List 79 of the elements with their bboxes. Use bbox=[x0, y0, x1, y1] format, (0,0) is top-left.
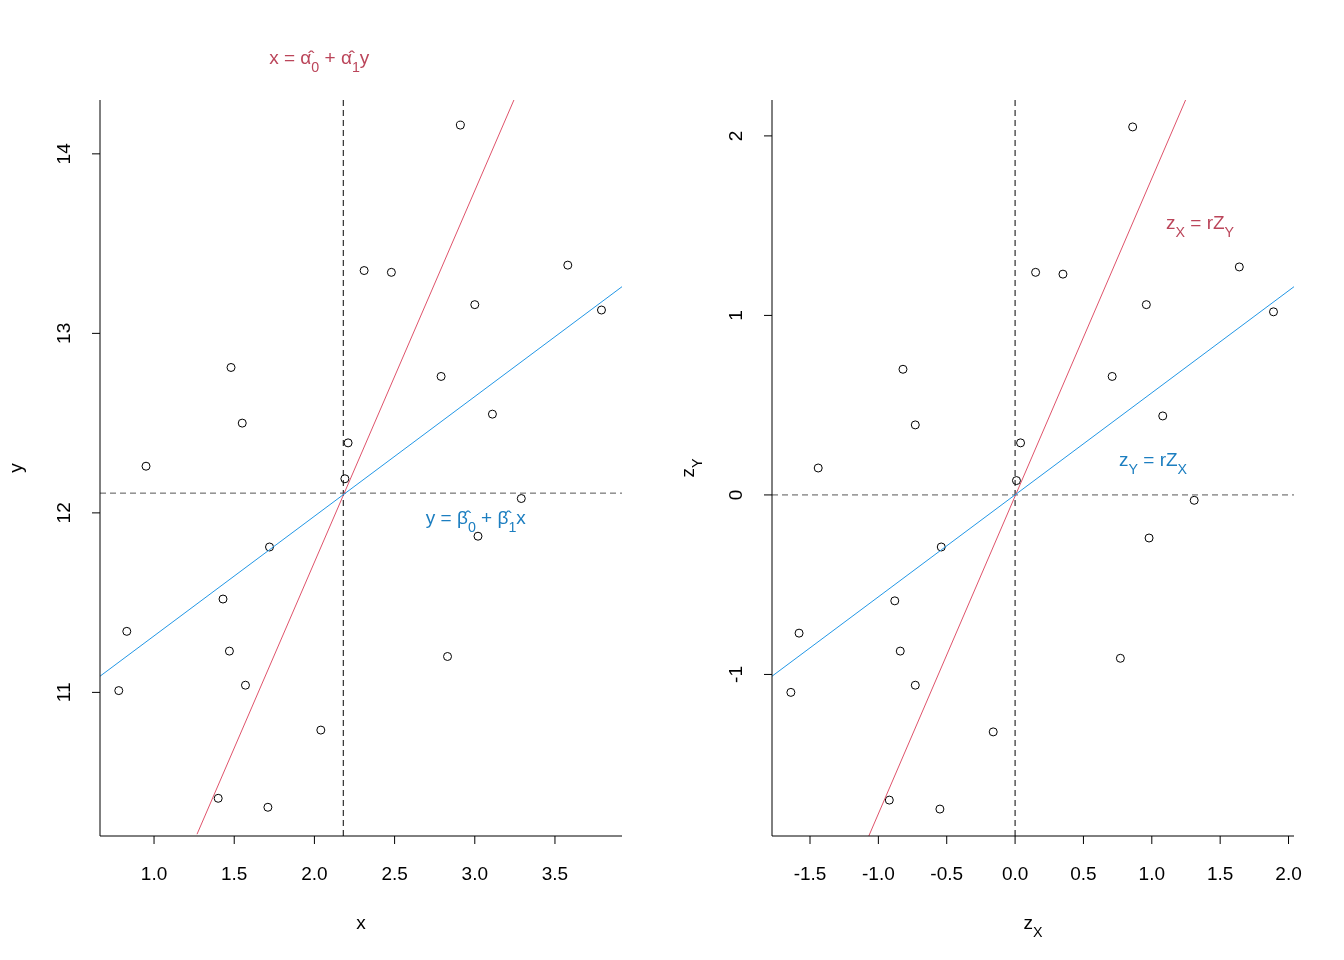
point bbox=[1128, 122, 1138, 132]
point bbox=[1189, 495, 1199, 505]
point bbox=[1058, 269, 1068, 279]
point bbox=[794, 628, 804, 638]
point bbox=[813, 463, 823, 473]
point bbox=[443, 651, 453, 661]
point bbox=[910, 680, 920, 690]
x-tick-label: 1.5 bbox=[1206, 863, 1234, 884]
x-tick-label: 3.5 bbox=[541, 863, 569, 884]
annotation: y = β̂$_{0}$ + β̂$_{1}$x bbox=[425, 507, 527, 535]
point bbox=[240, 680, 250, 690]
point bbox=[1144, 533, 1154, 543]
point bbox=[343, 438, 353, 448]
point bbox=[786, 687, 796, 697]
point bbox=[141, 461, 151, 471]
point bbox=[910, 420, 920, 430]
x-tick-label: 1.5 bbox=[221, 863, 248, 884]
annotation: z$_{X}$ = rZ$_{Y}$ bbox=[1165, 212, 1235, 240]
point bbox=[316, 725, 326, 735]
point bbox=[470, 300, 480, 310]
point bbox=[386, 267, 396, 277]
x-axis-title: z$_{X}$ bbox=[1023, 912, 1043, 940]
point bbox=[936, 542, 946, 552]
y-tick-label: 11 bbox=[53, 682, 74, 703]
point bbox=[226, 362, 236, 372]
x-tick-label: 0.5 bbox=[1070, 863, 1097, 884]
point bbox=[890, 596, 900, 606]
y-tick-label: 13 bbox=[53, 322, 74, 344]
y-tick-label: 12 bbox=[53, 502, 74, 524]
point bbox=[213, 793, 223, 803]
x-tick-label: 0.0 bbox=[1001, 863, 1029, 884]
x-tick-label: 2.0 bbox=[1275, 863, 1302, 884]
x-axis-title: x bbox=[356, 912, 367, 933]
point bbox=[1115, 653, 1125, 663]
point bbox=[359, 266, 369, 276]
point bbox=[114, 686, 124, 696]
x-tick-label: -0.5 bbox=[930, 863, 964, 884]
point bbox=[436, 371, 446, 381]
point bbox=[988, 727, 998, 737]
point bbox=[1234, 262, 1244, 272]
point bbox=[1031, 267, 1041, 277]
point bbox=[935, 804, 945, 814]
point bbox=[473, 531, 483, 541]
point bbox=[122, 626, 132, 636]
point bbox=[224, 646, 234, 656]
y-tick-label: 0 bbox=[725, 489, 746, 501]
x-tick-label: -1.5 bbox=[793, 863, 827, 884]
point bbox=[1011, 476, 1021, 486]
text: x = α̂$_{0}$ + α̂$_{1}$y bbox=[269, 47, 370, 75]
y-tick-label: 2 bbox=[725, 130, 746, 142]
point bbox=[1158, 411, 1168, 421]
x-tick-label: -1.0 bbox=[861, 863, 895, 884]
point bbox=[895, 646, 905, 656]
y-axis-title: y bbox=[5, 462, 26, 473]
point bbox=[596, 305, 606, 315]
annotation: z$_{Y}$ = rZ$_{X}$ bbox=[1119, 449, 1188, 477]
point bbox=[884, 795, 894, 805]
y-tick-label: 14 bbox=[53, 142, 74, 165]
point bbox=[1016, 438, 1026, 448]
point bbox=[1268, 307, 1278, 317]
point bbox=[1141, 300, 1151, 310]
point bbox=[218, 594, 228, 604]
point bbox=[516, 494, 526, 504]
point bbox=[340, 474, 350, 484]
point bbox=[263, 802, 273, 812]
point bbox=[237, 418, 247, 428]
x-tick-label: 2.5 bbox=[381, 863, 408, 884]
y-tick-label: -1 bbox=[725, 665, 746, 683]
point bbox=[1107, 371, 1117, 381]
point bbox=[487, 409, 497, 419]
point bbox=[455, 120, 465, 130]
point bbox=[898, 364, 908, 374]
point bbox=[563, 260, 573, 270]
x-tick-label: 3.0 bbox=[461, 863, 488, 884]
x-tick-label: 1.0 bbox=[1138, 863, 1166, 884]
x-tick-label: 2.0 bbox=[301, 863, 328, 884]
point bbox=[265, 542, 275, 552]
x-tick-label: 1.0 bbox=[140, 863, 168, 884]
y-tick-label: 1 bbox=[725, 310, 746, 321]
